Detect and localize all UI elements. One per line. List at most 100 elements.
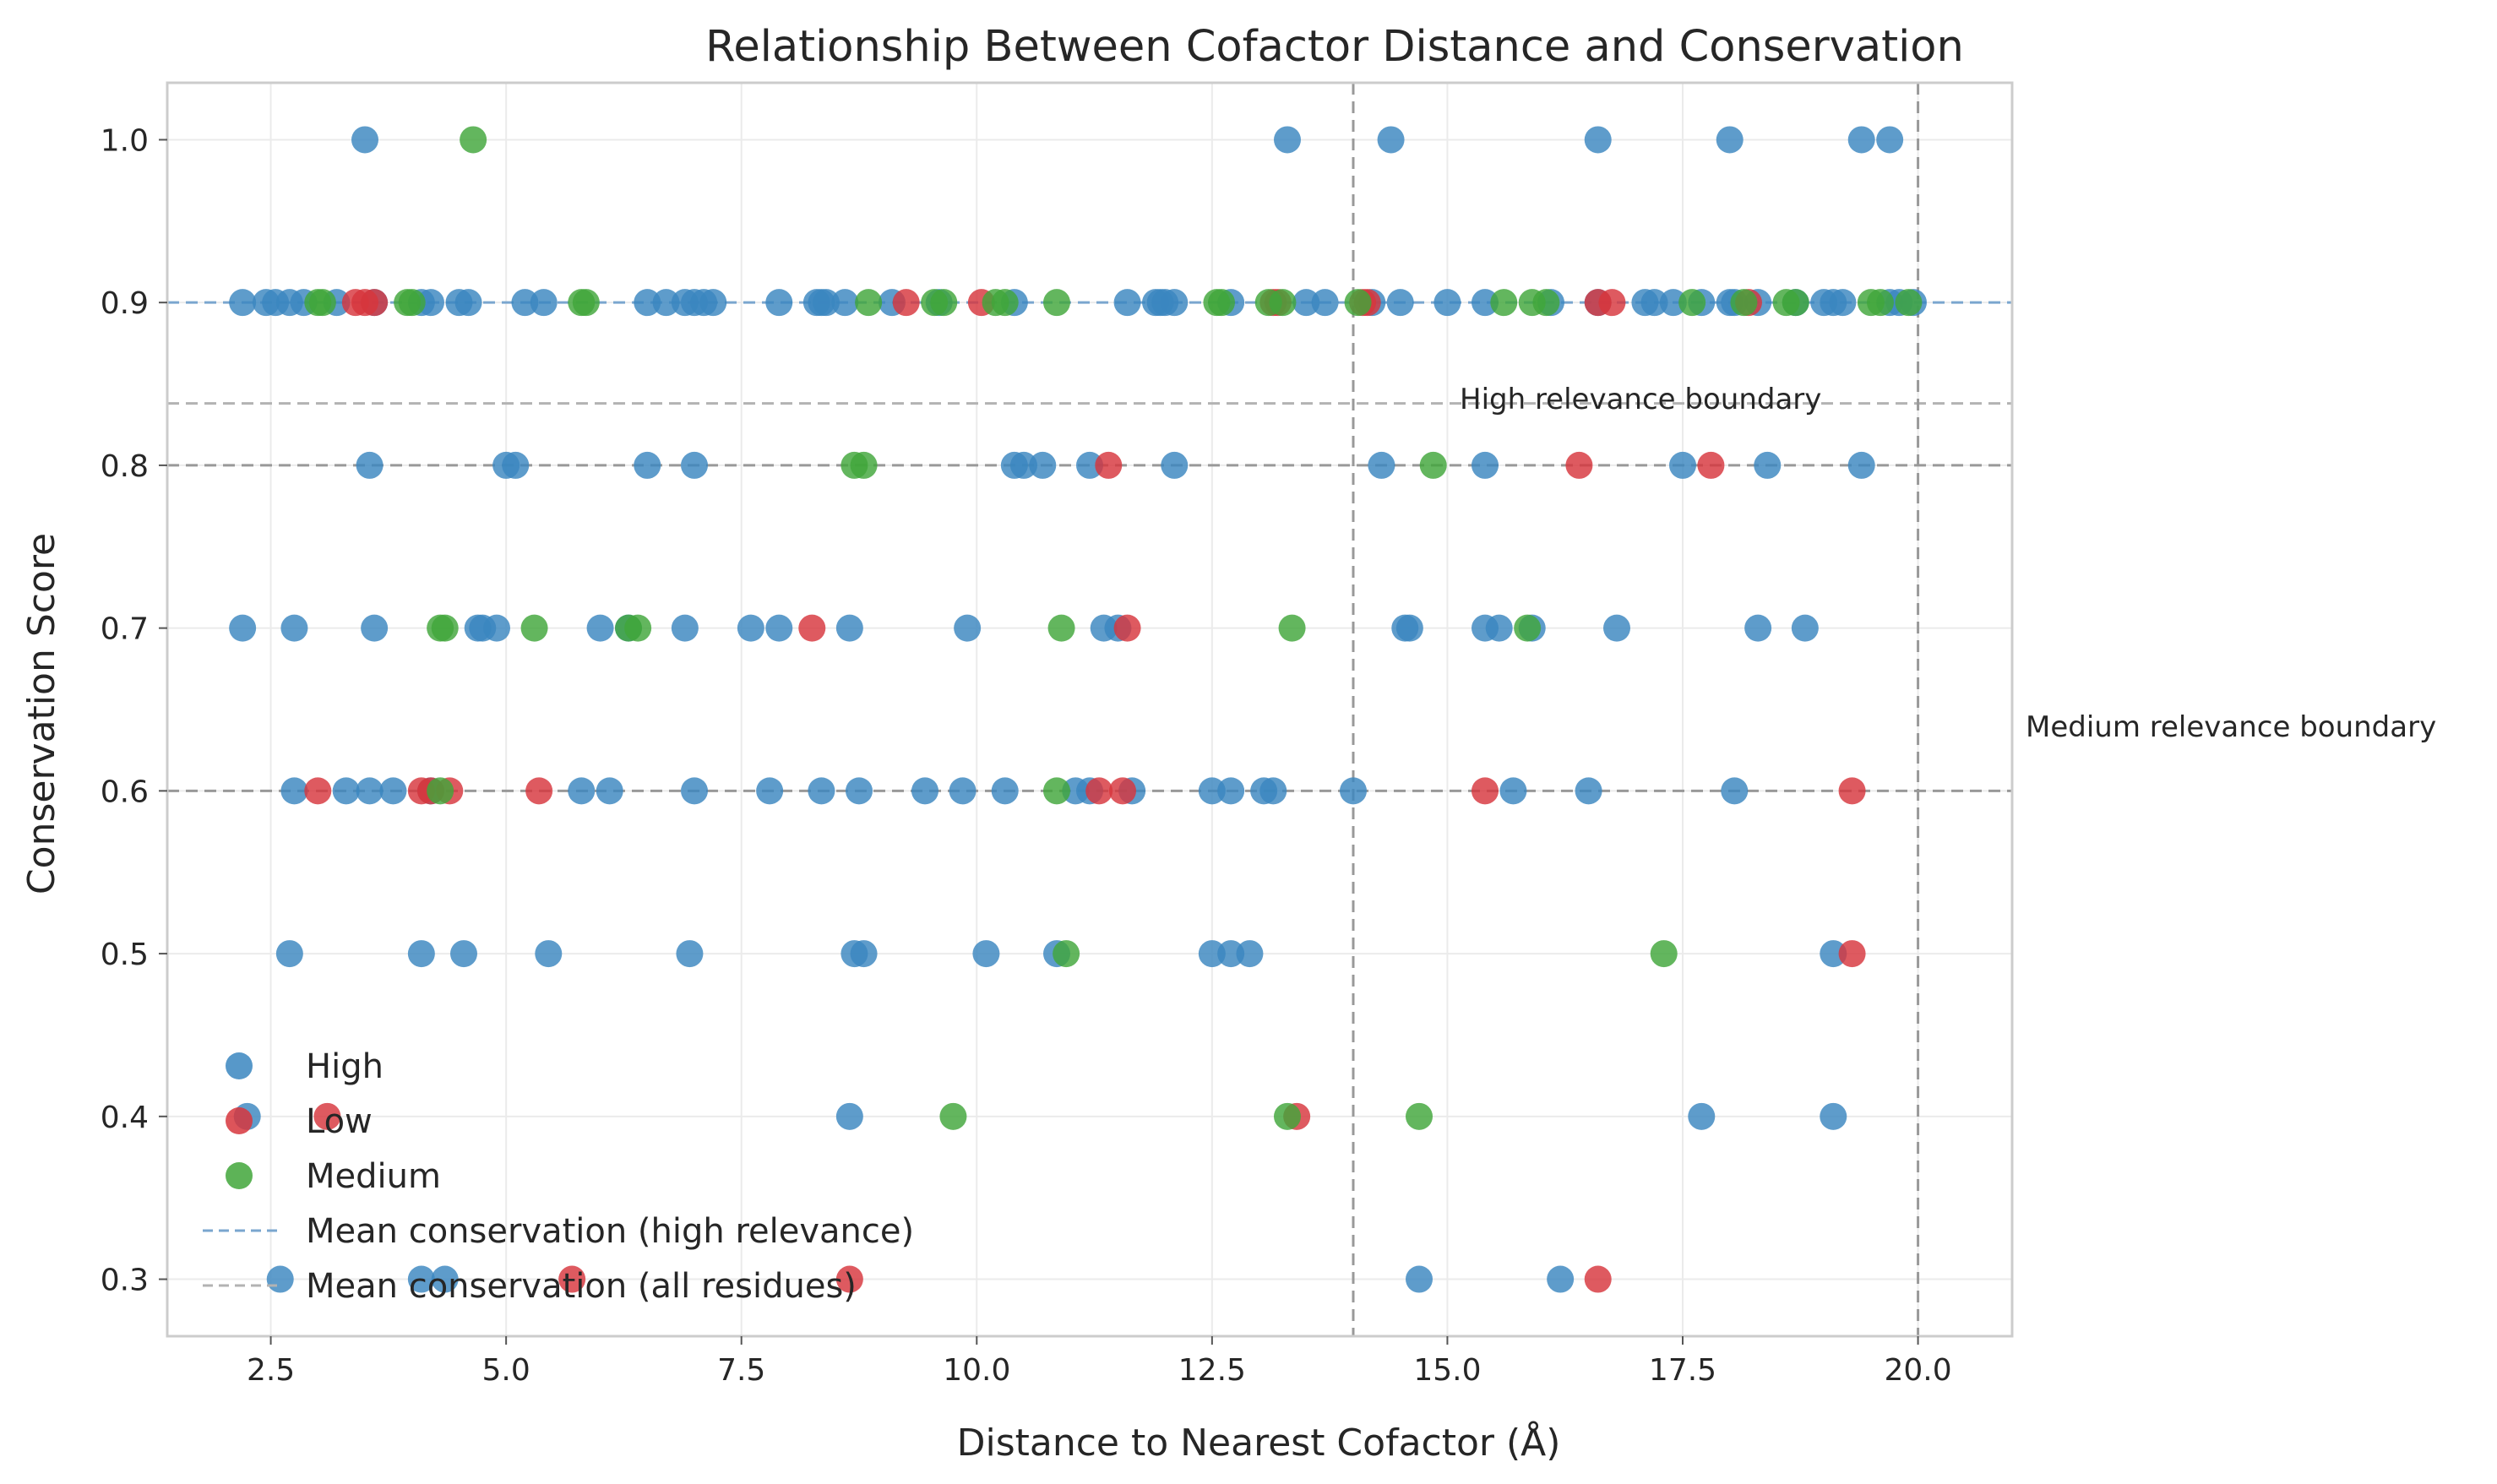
point-high	[1472, 289, 1499, 317]
point-high	[831, 289, 859, 317]
point-high	[229, 614, 257, 642]
point-medium	[308, 289, 336, 317]
point-medium	[1419, 451, 1447, 479]
point-high	[1010, 451, 1037, 479]
point-medium	[1867, 289, 1894, 317]
point-high	[275, 940, 303, 968]
point-high	[972, 940, 1000, 968]
x-tick-label: 10.0	[943, 1353, 1010, 1388]
point-medium	[850, 451, 878, 479]
point-high	[1259, 777, 1287, 805]
point-high	[1377, 126, 1405, 154]
point-high	[356, 451, 384, 479]
point-high	[1472, 451, 1499, 479]
x-tick-label: 12.5	[1178, 1353, 1246, 1388]
point-high	[1575, 777, 1602, 805]
point-medium	[1532, 289, 1560, 317]
point-high	[813, 289, 840, 317]
point-medium	[572, 289, 600, 317]
point-high	[332, 777, 360, 805]
point-high	[454, 289, 482, 317]
point-high	[1721, 777, 1749, 805]
point-medium	[939, 1102, 967, 1130]
point-low	[1113, 614, 1141, 642]
point-medium	[1274, 1102, 1301, 1130]
point-medium	[1047, 614, 1075, 642]
point-low	[1838, 940, 1866, 968]
point-high	[1716, 126, 1744, 154]
point-high	[1236, 940, 1264, 968]
point-high	[991, 777, 1019, 805]
point-high	[1688, 1102, 1716, 1130]
point-high	[671, 614, 699, 642]
point-high	[1161, 451, 1189, 479]
point-high	[699, 289, 727, 317]
point-low	[304, 777, 332, 805]
point-high	[1485, 614, 1513, 642]
point-medium	[1730, 289, 1758, 317]
y-tick-label: 0.8	[101, 449, 149, 484]
point-medium	[1490, 289, 1518, 317]
point-low	[798, 614, 826, 642]
point-high	[1499, 777, 1527, 805]
point-low	[1472, 777, 1499, 805]
point-high	[280, 777, 308, 805]
point-high	[835, 1102, 863, 1130]
point-high	[681, 451, 708, 479]
point-high	[1744, 614, 1772, 642]
point-medium	[1406, 1102, 1433, 1130]
point-low	[1697, 451, 1725, 479]
point-high	[502, 451, 530, 479]
point-high	[681, 777, 708, 805]
point-high	[1659, 289, 1687, 317]
point-low	[1838, 777, 1866, 805]
x-tick-label: 20.0	[1884, 1353, 1951, 1388]
point-high	[634, 451, 661, 479]
point-low	[1584, 1265, 1612, 1293]
point-high	[1161, 289, 1189, 317]
point-high	[568, 777, 596, 805]
point-high	[911, 777, 938, 805]
point-medium	[855, 289, 883, 317]
x-axis: 2.5 5.0 7.5 10.0 12.5 15.0 17.5 20.0	[247, 1336, 1952, 1388]
point-low	[558, 1265, 586, 1293]
point-medium	[991, 289, 1019, 317]
annotation-medium-relevance-boundary: Medium relevance boundary	[2026, 710, 2436, 744]
legend-label-mean-all: Mean conservation (all residues)	[306, 1267, 857, 1306]
point-high	[1292, 289, 1320, 317]
point-high	[652, 289, 680, 317]
y-tick-label: 0.3	[101, 1264, 149, 1298]
point-high	[356, 777, 384, 805]
point-low	[892, 289, 920, 317]
point-high	[535, 940, 563, 968]
point-high	[1754, 451, 1782, 479]
legend-label-mean-high: Mean conservation (high relevance)	[306, 1212, 914, 1251]
legend-marker-medium	[226, 1162, 253, 1189]
y-tick-label: 0.5	[101, 938, 149, 972]
point-high	[949, 777, 976, 805]
point-low	[361, 289, 389, 317]
legend-label-low: Low	[306, 1102, 373, 1141]
point-high	[1820, 940, 1847, 968]
point-high	[1791, 614, 1819, 642]
y-axis-label: Conservation Score	[20, 533, 63, 894]
point-high	[1217, 940, 1245, 968]
point-high	[511, 289, 539, 317]
point-high	[846, 777, 873, 805]
point-high	[1340, 777, 1367, 805]
point-medium	[1043, 777, 1070, 805]
point-high	[407, 1265, 435, 1293]
point-high	[431, 1265, 459, 1293]
point-low	[1109, 777, 1136, 805]
y-tick-label: 0.6	[101, 775, 149, 809]
point-high	[229, 289, 257, 317]
x-tick-label: 17.5	[1649, 1353, 1716, 1388]
point-high	[1311, 289, 1339, 317]
point-high	[1368, 451, 1395, 479]
point-high	[1847, 126, 1875, 154]
point-high	[1603, 614, 1630, 642]
y-tick-label: 0.4	[101, 1101, 149, 1135]
point-medium	[1678, 289, 1706, 317]
point-high	[379, 777, 407, 805]
